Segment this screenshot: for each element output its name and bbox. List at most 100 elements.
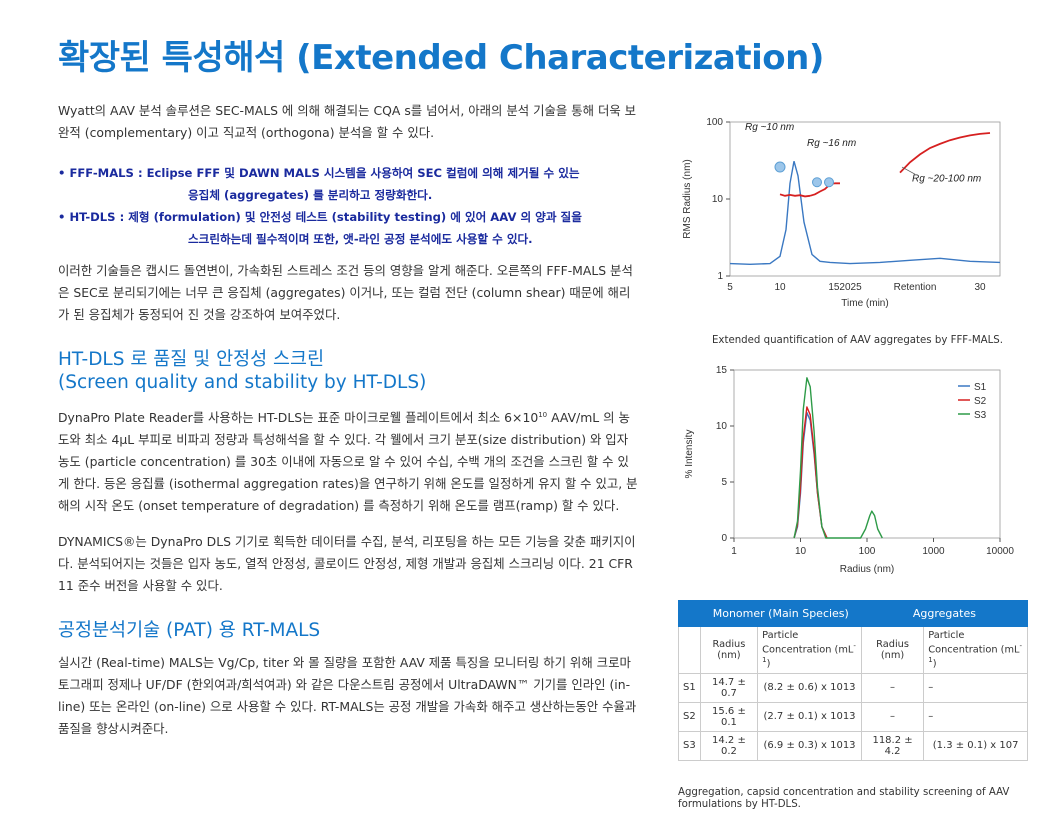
superscript: -1 [762, 642, 856, 665]
bullet-ht-dls: • HT-DLS : 제형 (formulation) 및 안전성 테스트 (s… [58, 206, 638, 250]
y-tick-label: 15 [716, 365, 728, 376]
table-cell: (2.7 ± 0.1) x 1013 [757, 701, 862, 732]
subheader-cell: Particle Concentration (mL-1) [923, 626, 1028, 674]
table-cell: – [923, 701, 1028, 732]
text-run: DynaPro Plate Reader를 사용하는 HT-DLS는 표준 마이… [58, 410, 539, 426]
figure-caption: Aggregation, capsid concentration and st… [678, 786, 1010, 810]
superscript: 10 [538, 411, 548, 419]
table-cell: 118.2 ± 4.2 [860, 730, 925, 761]
table-cell: 14.7 ± 0.7 [699, 672, 759, 703]
legend-label: S1 [974, 382, 987, 393]
bullet-line: 스크린하는데 필수적이며 또한, 앳-라인 공정 분석에도 사용할 수 있다. [188, 232, 533, 246]
fff-mals-chart: 1 10 100 5 10 152025 Retention 30 Time (min) RMS … [682, 117, 1001, 309]
y-tick-label: 100 [706, 117, 723, 128]
superscript: -1 [928, 642, 1023, 665]
section-heading-rt-mals: 공정분석기술 (PAT) 용 RT-MALS [58, 620, 321, 642]
series-line [793, 377, 883, 539]
y-axis-label: % Intensity [684, 430, 695, 479]
annotation-label: Rg ~16 nm [807, 138, 856, 149]
y-tick-label: 10 [716, 421, 728, 432]
table-cell: 15.6 ± 0.1 [699, 701, 759, 732]
header-cell: Monomer (Main Species) [699, 600, 862, 627]
table-cell: – [860, 701, 925, 732]
x-tick-label: 10000 [986, 546, 1014, 557]
cell-text: Concentration (mL [928, 644, 1020, 656]
plot-frame [733, 369, 1001, 539]
cell-text: (nm) [717, 649, 741, 661]
cell-text: Particle [762, 630, 799, 641]
particle-glyph [812, 177, 822, 188]
fff-mals-paragraph: 이러한 기술들은 캡시드 돌연변이, 가속화된 스트레스 조건 등의 영향을 알… [58, 263, 633, 322]
x-tick-label: 5 [727, 282, 733, 293]
table-cell: (1.3 ± 0.1) x 107 [923, 730, 1028, 761]
cell-text: (nm) [880, 649, 905, 661]
series-line [809, 182, 840, 197]
rt-mals-paragraph: 실시간 (Real-time) MALS는 Vg/Cp, titer 와 몰 질… [58, 655, 637, 737]
heading-line: (Screen quality and stability by HT-DLS) [58, 372, 427, 393]
table-header-row: Monomer (Main Species) Aggregates [678, 600, 1029, 627]
series-line [779, 193, 811, 198]
figure-caption: Extended quantification of AAV aggregate… [712, 335, 1003, 346]
bullet-line: 응집체 (aggregates) 를 분리하고 정량화한다. [188, 188, 433, 202]
table-row: S2 15.6 ± 0.1 (2.7 ± 0.1) x 1013 – – [678, 701, 1028, 732]
series-line [729, 161, 1001, 266]
table-cell: 14.2 ± 0.2 [699, 730, 759, 761]
cell-text: ) [932, 658, 937, 670]
y-tick-label: 0 [721, 533, 727, 544]
x-tick-label: 10 [795, 546, 807, 557]
y-tick-label: 10 [712, 194, 724, 205]
table-subheader-row: Radius (nm) Particle Concentration (mL-1) … [678, 626, 1028, 674]
y-axis-label: RMS Radius (nm) [682, 159, 693, 238]
right-column: 1 10 100 5 10 152025 Retention 30 Time (min) RMS … [678, 108, 1029, 811]
plot-frame [729, 121, 1001, 277]
x-tick-label: 1 [731, 546, 737, 557]
bullet-fff-mals: • FFF-MALS : Eclipse FFF 및 DAWN MALS 시스템… [58, 162, 638, 206]
dynamics-paragraph: DYNAMICS®는 DynaPro DLS 기기로 획득한 데이터를 수집, … [58, 534, 636, 594]
x-tick-label: 10 [774, 282, 786, 293]
legend-label: S3 [974, 410, 987, 421]
x-tick-label: Retention [894, 282, 937, 293]
table-row: S1 14.7 ± 0.7 (8.2 ± 0.6) x 1013 – – [678, 672, 1028, 703]
cell-text: Particle [928, 630, 965, 641]
table-cell: – [923, 672, 1028, 703]
dls-intensity-chart: 0 5 10 15 1 10 100 1000 10000 Radius (nm) % Intens… [684, 365, 1014, 575]
x-tick-label: 30 [974, 282, 986, 293]
x-tick-label: 100 [859, 546, 876, 557]
table-row: S3 14.2 ± 0.2 (6.9 ± 0.3) x 1013 118.2 ±… [678, 730, 1028, 761]
subheader-cell [678, 626, 701, 674]
legend-label: S2 [974, 396, 987, 407]
subheader-cell: Particle Concentration (mL-1) [757, 626, 862, 674]
bullet-line: • HT-DLS : 제형 (formulation) 및 안전성 테스트 (s… [58, 210, 582, 224]
cell-text: Concentration (mL [762, 644, 854, 656]
series-line [899, 132, 991, 174]
series-line [793, 411, 828, 539]
x-tick-label: 152025 [828, 282, 862, 293]
y-tick-label: 1 [717, 271, 723, 282]
table-cell: (6.9 ± 0.3) x 1013 [757, 730, 862, 761]
header-cell [678, 600, 701, 627]
bullet-line: • FFF-MALS : Eclipse FFF 및 DAWN MALS 시스템… [58, 166, 580, 180]
particle-glyph [774, 161, 786, 173]
particle-glyph [824, 177, 834, 188]
left-column: Wyatt의 AAV 분석 솔루션은 SEC-MALS 에 의해 해결되는 CQ… [58, 100, 638, 740]
text-run: AAV/mL 의 농도와 최소 4μL 부피로 비파괴 정량과 특성해석을 할 … [58, 410, 638, 514]
dls-results-table: Monomer (Main Species) Aggregates Radius… [678, 600, 1029, 761]
technique-bullets: • FFF-MALS : Eclipse FFF 및 DAWN MALS 시스템… [58, 162, 638, 250]
cell-text: Radius [712, 638, 746, 650]
subheader-cell: Radius (nm) [860, 626, 925, 674]
heading-line: HT-DLS 로 품질 및 안정성 스크린 [58, 349, 325, 370]
intro-paragraph: Wyatt의 AAV 분석 솔루션은 SEC-MALS 에 의해 해결되는 CQ… [58, 103, 637, 140]
ht-dls-paragraph: DynaPro Plate Reader를 사용하는 HT-DLS는 표준 마이… [58, 404, 638, 517]
table-cell: – [860, 672, 925, 703]
annotation-label: Rg ~20-100 nm [912, 174, 981, 185]
y-tick-label: 5 [721, 477, 727, 488]
subheader-cell: Radius (nm) [699, 626, 759, 674]
annotation-label: Rg ~10 nm [745, 122, 794, 133]
row-id: S3 [678, 730, 701, 761]
section-heading-ht-dls: HT-DLS 로 품질 및 안정성 스크린 (Screen quality an… [58, 348, 638, 394]
row-id: S2 [678, 701, 701, 732]
annotation-leader [901, 166, 916, 175]
x-axis-label: Time (min) [841, 298, 888, 309]
x-tick-label: 1000 [922, 546, 945, 557]
cell-text: Radius [876, 638, 909, 650]
